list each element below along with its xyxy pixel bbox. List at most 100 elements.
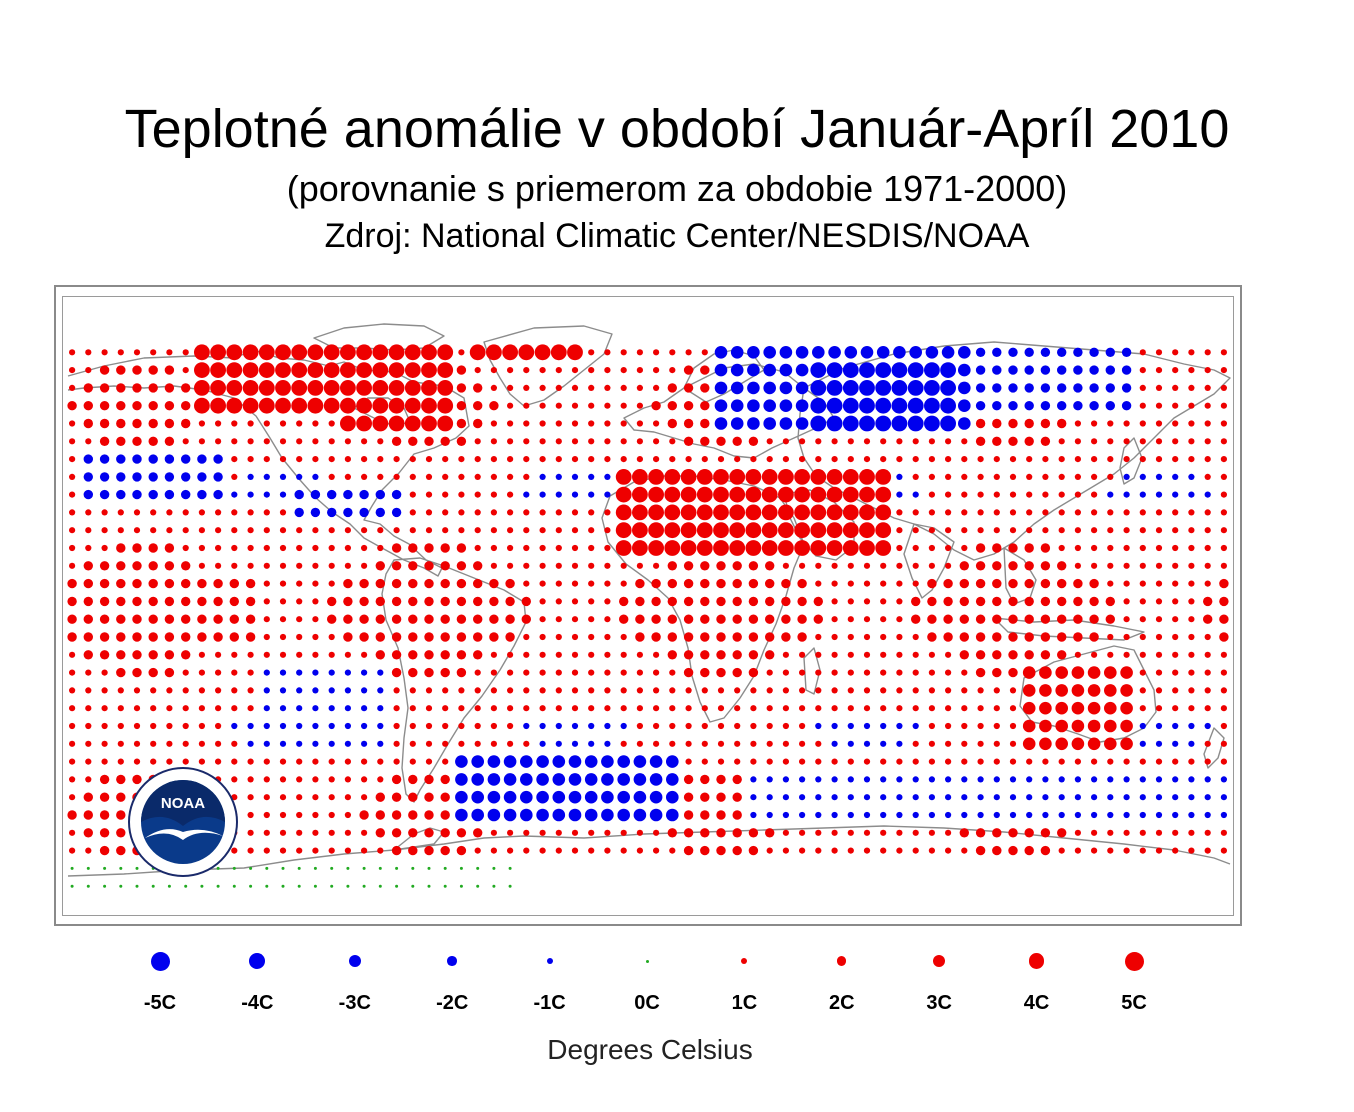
anomaly-dot [213, 632, 223, 642]
anomaly-dot [896, 705, 903, 712]
anomaly-dot [503, 808, 517, 822]
anomaly-dot [375, 810, 385, 820]
anomaly-dot [961, 776, 968, 783]
anomaly-dot [455, 808, 468, 822]
legend-dot [1124, 951, 1144, 971]
anomaly-dot [279, 776, 287, 783]
anomaly-dot [116, 418, 126, 429]
anomaly-dot [1123, 580, 1130, 587]
anomaly-dot [85, 705, 92, 712]
anomaly-dot [279, 669, 287, 676]
anomaly-dot [782, 562, 790, 569]
anomaly-dot [279, 580, 287, 587]
anomaly-dot [588, 633, 595, 641]
anomaly-dot [425, 509, 433, 516]
anomaly-dot [1172, 776, 1179, 783]
legend-dot [741, 957, 748, 965]
anomaly-dot [539, 705, 546, 712]
anomaly-dot [456, 650, 467, 660]
anomaly-dot [664, 540, 681, 556]
anomaly-dot [85, 847, 92, 854]
anomaly-dot [99, 365, 110, 375]
anomaly-dot [85, 438, 92, 445]
anomaly-dot [99, 828, 110, 838]
anomaly-dot [653, 687, 660, 694]
legend-item: 5C [1085, 940, 1183, 1015]
anomaly-dot [859, 522, 875, 539]
anomaly-dot [215, 420, 222, 427]
anomaly-dot [750, 740, 757, 747]
anomaly-dot [863, 687, 871, 694]
anomaly-dot [1155, 527, 1163, 534]
anomaly-dot [604, 633, 611, 641]
anomaly-dot [215, 651, 222, 658]
legend-item: -3C [306, 940, 404, 1015]
anomaly-dot [210, 362, 227, 378]
anomaly-dot [912, 580, 919, 587]
anomaly-dot [745, 504, 762, 521]
anomaly-dot [1155, 456, 1163, 463]
anomaly-dot [1155, 776, 1163, 783]
legend-label: 0C [634, 992, 660, 1014]
anomaly-dot [1024, 365, 1034, 375]
anomaly-dot [1219, 578, 1229, 589]
anomaly-dot [440, 436, 450, 446]
anomaly-dot [617, 755, 630, 768]
anomaly-dot [344, 794, 351, 801]
anomaly-dot [1120, 737, 1133, 751]
anomaly-dot [487, 773, 501, 786]
anomaly-dot [977, 527, 984, 534]
anomaly-dot [216, 884, 220, 888]
anomaly-dot [182, 349, 189, 356]
anomaly-dot [408, 578, 418, 589]
anomaly-dot [247, 847, 254, 854]
anomaly-dot [330, 866, 334, 870]
anomaly-dot [391, 650, 402, 660]
anomaly-dot [99, 632, 110, 642]
anomaly-dot [427, 866, 431, 870]
anomaly-dot [588, 651, 595, 658]
anomaly-dot [993, 491, 1000, 498]
anomaly-dot [945, 562, 952, 569]
anomaly-dot [490, 420, 497, 427]
anomaly-dot [653, 705, 660, 712]
anomaly-dot [520, 755, 533, 768]
anomaly-dot [119, 884, 123, 888]
anomaly-dot [924, 415, 940, 432]
anomaly-dot [714, 381, 728, 395]
anomaly-dot [961, 456, 968, 463]
anomaly-dot [649, 790, 663, 804]
anomaly-dot [847, 651, 854, 658]
anomaly-dot [782, 776, 790, 783]
anomaly-dot [133, 705, 141, 712]
anomaly-dot [993, 705, 1000, 712]
anomaly-dot [1026, 758, 1033, 765]
anomaly-dot [242, 380, 259, 396]
anomaly-dot [313, 866, 317, 870]
anomaly-dot [714, 363, 728, 377]
anomaly-dot [197, 454, 207, 464]
anomaly-dot [555, 633, 562, 641]
anomaly-dot [717, 758, 725, 765]
anomaly-dot [653, 349, 660, 356]
anomaly-dot [442, 758, 449, 765]
anomaly-dot [633, 755, 647, 768]
anomaly-dot [1026, 776, 1033, 783]
anomaly-dot [700, 596, 710, 607]
anomaly-dot [601, 808, 614, 822]
anomaly-dot [1105, 383, 1116, 393]
anomaly-dot [116, 578, 126, 589]
anomaly-dot [763, 363, 776, 377]
anomaly-dot [620, 580, 627, 587]
anomaly-dot [700, 792, 710, 802]
anomaly-dot [927, 578, 937, 589]
anomaly-dot [503, 790, 517, 804]
anomaly-dot [231, 456, 238, 463]
anomaly-dot [1058, 794, 1065, 801]
anomaly-dot [279, 491, 287, 498]
anomaly-dot [1172, 598, 1179, 605]
anomaly-dot [555, 847, 562, 854]
anomaly-dot [359, 810, 369, 820]
anomaly-dot [696, 522, 713, 539]
anomaly-dot [458, 705, 465, 712]
